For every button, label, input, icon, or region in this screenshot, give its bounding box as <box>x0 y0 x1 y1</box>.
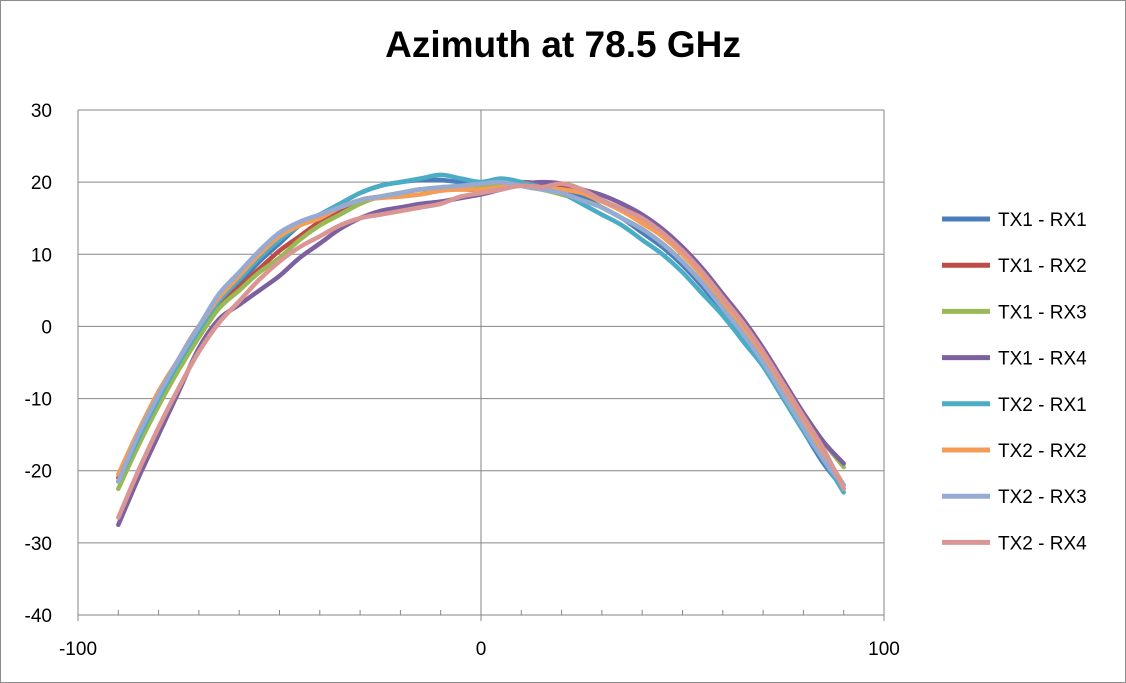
y-tick-label: 20 <box>31 173 52 194</box>
legend-label: TX1 - RX2 <box>998 256 1087 277</box>
y-tick-label: -30 <box>25 534 52 555</box>
legend-label: TX2 - RX2 <box>998 441 1087 462</box>
x-tick-label: -100 <box>59 639 97 660</box>
legend-label: TX2 - RX4 <box>998 533 1087 554</box>
legend-label: TX1 - RX3 <box>998 302 1087 323</box>
x-tick-label: 0 <box>476 639 487 660</box>
legend-label: TX2 - RX1 <box>998 395 1087 416</box>
series-line-8 <box>116 181 846 520</box>
series-line-7 <box>116 179 846 488</box>
y-tick-label: -20 <box>25 462 52 483</box>
y-tick-label: 0 <box>41 317 52 338</box>
y-tick-label: 30 <box>31 101 52 122</box>
series-lines <box>116 172 846 528</box>
series-line-6 <box>116 183 846 488</box>
y-tick-label: -40 <box>25 606 52 627</box>
legend-label: TX1 - RX1 <box>998 210 1087 231</box>
chart-title: Azimuth at 78.5 GHz <box>385 24 741 65</box>
y-tick-label: -10 <box>25 390 52 411</box>
legend-label: TX1 - RX4 <box>998 349 1087 370</box>
legend-label: TX2 - RX3 <box>998 487 1087 508</box>
legend: TX1 - RX1 TX1 - RX2 TX1 - RX3 TX1 - RX4 TX2 … <box>942 210 1087 554</box>
y-tick-label: 10 <box>31 245 52 266</box>
x-tick-label: 100 <box>868 639 900 660</box>
